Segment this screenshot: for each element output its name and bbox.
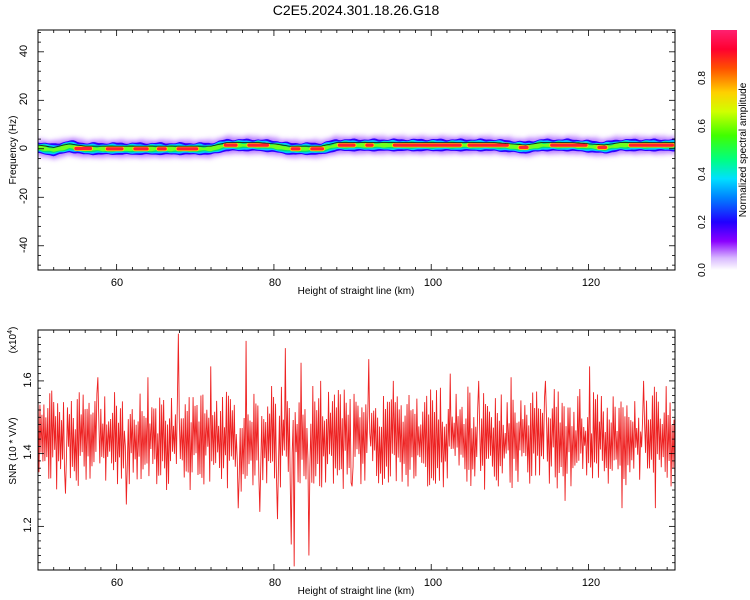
spectral-peak xyxy=(550,143,588,147)
colorbar-tick-label-02: 0.2 xyxy=(697,215,708,229)
bottom-y-tick-label-14: 1.4 xyxy=(22,444,34,459)
colorbar-tick-label-0: 0.0 xyxy=(697,263,708,277)
spectral-peak xyxy=(467,143,509,147)
svg-text:(x104): (x104) xyxy=(7,327,19,354)
top-x-axis-label: Height of straight line (km) xyxy=(298,286,415,297)
spectral-peak xyxy=(628,143,674,147)
colorbar-gradient xyxy=(711,30,737,270)
top-x-tick-label-60: 60 xyxy=(111,277,123,289)
spectral-peak xyxy=(133,147,149,151)
colorbar: 0.0 0.2 0.4 0.6 0.8 Normalized spectral … xyxy=(697,30,749,277)
bottom-x-tick-label-80: 80 xyxy=(269,577,281,589)
bottom-y-axis-label: SNR (10 * V/V) xyxy=(8,417,19,484)
spectral-peak xyxy=(223,143,238,147)
bottom-plot-frame xyxy=(37,329,676,571)
colorbar-tick-label-06: 0.6 xyxy=(697,119,708,133)
spectral-peak xyxy=(105,147,124,151)
spectral-peak xyxy=(156,147,167,151)
top-y-tick-label-neg20: -20 xyxy=(18,188,30,204)
bottom-x-tick-label-120: 120 xyxy=(582,577,600,589)
chart-title: C2E5.2024.301.18.26.G18 xyxy=(273,2,440,18)
bottom-axis-ticks xyxy=(37,330,675,570)
spectral-peak xyxy=(597,145,608,150)
spectral-peak xyxy=(290,147,301,151)
colorbar-label: Normalized spectral amplitude xyxy=(738,82,749,217)
spectral-peak xyxy=(337,143,356,147)
spectral-edge-line xyxy=(38,142,675,148)
top-y-tick-label-neg40: -40 xyxy=(18,237,30,253)
snr-panel: 60 80 100 120 1.6 1.4 1.2 Height of stra… xyxy=(7,327,676,597)
top-y-axis-label: Frequency (Hz) xyxy=(8,116,19,185)
spectral-peak xyxy=(74,146,93,151)
spectrogram-panel: 60 80 100 120 40 20 0 -20 -40 Height of … xyxy=(8,29,676,297)
scale-multiplier-text: (x10 xyxy=(8,333,19,353)
colorbar-tick-label-08: 0.8 xyxy=(697,71,708,85)
bottom-y-tick-label-16: 1.6 xyxy=(22,372,34,387)
top-x-tick-label-100: 100 xyxy=(424,277,442,289)
bottom-y-tick-label-12: 1.2 xyxy=(22,517,34,532)
top-axis-ticks xyxy=(37,30,675,270)
spectral-band xyxy=(38,134,675,161)
top-y-tick-label-20: 20 xyxy=(18,93,30,105)
snr-series-line xyxy=(38,333,675,567)
spectral-peak xyxy=(518,145,529,150)
top-x-tick-label-80: 80 xyxy=(269,277,281,289)
scale-multiplier-note: (x104) xyxy=(7,327,19,354)
spectral-peak xyxy=(392,143,462,147)
top-plot-frame xyxy=(37,29,676,271)
top-y-tick-label-40: 40 xyxy=(18,45,30,57)
top-y-tick-label-0: 0 xyxy=(18,145,30,151)
spectral-peak xyxy=(365,143,374,147)
spectral-peak xyxy=(310,147,325,151)
scale-multiplier-close: ) xyxy=(8,327,19,330)
spectral-peak xyxy=(176,147,199,151)
bottom-x-tick-label-60: 60 xyxy=(111,577,123,589)
top-x-tick-label-120: 120 xyxy=(582,277,600,289)
colorbar-tick-label-04: 0.4 xyxy=(697,167,708,181)
scale-multiplier-exponent: 4 xyxy=(7,330,14,334)
spectral-peak xyxy=(247,143,269,147)
bottom-x-tick-label-100: 100 xyxy=(424,577,442,589)
bottom-x-axis-label: Height of straight line (km) xyxy=(298,586,415,597)
